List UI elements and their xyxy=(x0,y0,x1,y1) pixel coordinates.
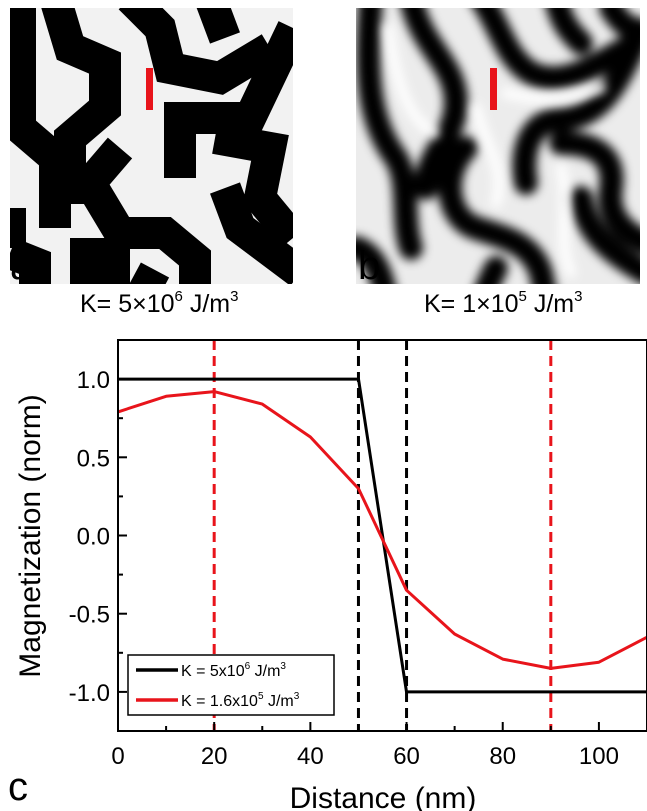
panel-label-a: a xyxy=(10,244,33,284)
y-tick-label: 1.0 xyxy=(77,367,110,394)
x-tick-label: 80 xyxy=(489,743,516,770)
domain-image-a: a xyxy=(10,8,293,284)
data-series xyxy=(117,377,647,694)
legend: K = 5x106 J/m3 K = 1.6x105 J/m3 xyxy=(127,654,335,716)
y-axis-ticks: 1.0 0.5 0.0 -0.5 -1.0 xyxy=(69,339,127,732)
line-marker-a xyxy=(146,68,153,110)
x-axis-label: Distance (nm) xyxy=(290,782,477,811)
legend-label-0: K = 5x106 J/m3 xyxy=(181,661,286,680)
x-axis-ticks: 0 20 40 60 80 100 xyxy=(111,722,647,770)
caption-b: K= 1×105 J/m3 xyxy=(424,288,583,318)
x-tick-label: 60 xyxy=(393,743,420,770)
legend-label-1: K = 1.6x105 J/m3 xyxy=(181,691,300,710)
line-marker-b xyxy=(490,68,497,110)
y-tick-label: -0.5 xyxy=(69,602,110,629)
series-line-1 xyxy=(117,390,647,670)
series-line-0 xyxy=(118,377,647,694)
domain-pattern-smooth xyxy=(356,8,640,284)
legend-box xyxy=(127,654,335,716)
y-tick-label: -1.0 xyxy=(69,680,110,707)
x-tick-label: 20 xyxy=(201,743,228,770)
y-tick-label: 0.0 xyxy=(77,524,110,551)
y-tick-label: 0.5 xyxy=(77,445,110,472)
domain-image-b: b xyxy=(356,8,640,284)
x-tick-label: 0 xyxy=(111,743,124,770)
y-axis-label: Magnetization (norm) xyxy=(14,394,47,677)
x-tick-label: 100 xyxy=(579,743,619,770)
domain-pattern-sharp xyxy=(10,8,293,284)
panel-label-c: c xyxy=(8,765,28,809)
panel-label-b: b xyxy=(358,244,381,284)
caption-a: K= 5×106 J/m3 xyxy=(80,288,239,318)
x-tick-label: 40 xyxy=(297,743,324,770)
